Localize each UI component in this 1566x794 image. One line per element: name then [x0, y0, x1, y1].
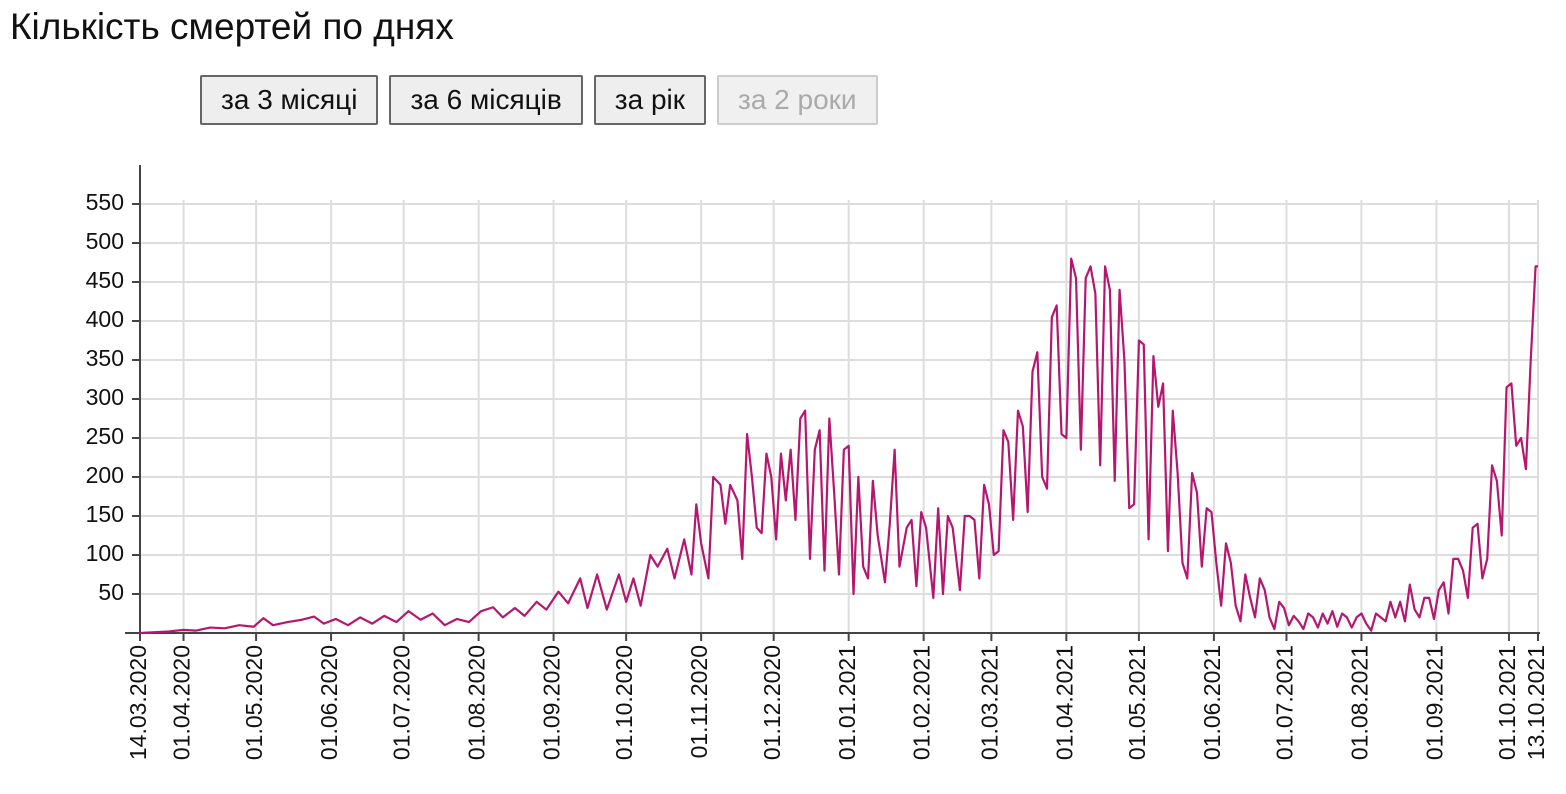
x-tick-label: 01.02.2021	[909, 645, 935, 760]
x-tick-label: 01.04.2020	[169, 645, 195, 760]
x-tick-label: 01.07.2021	[1272, 645, 1298, 760]
y-tick-label: 100	[86, 540, 124, 566]
x-tick-label: 01.11.2020	[686, 645, 712, 758]
x-tick-label: 13.10.2021	[1523, 645, 1549, 760]
y-tick-label: 200	[86, 462, 124, 488]
range-button[interactable]: за 6 місяців	[389, 75, 583, 125]
range-button[interactable]: за рік	[593, 75, 706, 125]
x-tick-label: 01.04.2021	[1051, 645, 1077, 760]
x-tick-label: 01.12.2020	[759, 645, 785, 760]
y-tick-label: 300	[86, 384, 124, 410]
y-tick-label: 450	[86, 267, 124, 293]
x-tick-label: 01.06.2020	[316, 645, 342, 760]
data-line	[139, 257, 1538, 635]
x-tick-label: 01.10.2020	[611, 645, 637, 760]
x-tick-label: 01.05.2020	[241, 645, 267, 760]
x-tick-label: 01.10.2021	[1494, 645, 1520, 760]
y-tick-label: 50	[98, 579, 124, 605]
x-tick-label: 01.05.2021	[1124, 645, 1150, 760]
x-tick-label: 01.01.2021	[834, 645, 860, 760]
page-title: Кількість смертей по днях	[10, 6, 454, 47]
y-tick-label: 550	[86, 189, 124, 215]
range-button[interactable]: за 3 місяці	[200, 75, 379, 125]
x-tick-label: 14.03.2020	[125, 645, 151, 760]
y-tick-label: 250	[86, 423, 124, 449]
x-tick-label: 01.07.2020	[389, 645, 415, 760]
x-tick-label: 01.06.2021	[1199, 645, 1225, 760]
x-tick-label: 01.08.2021	[1347, 645, 1373, 760]
y-tick-label: 500	[86, 228, 124, 254]
y-tick-label: 350	[86, 345, 124, 371]
range-buttons: за 3 місяці за 6 місяців за рік за 2 роки	[200, 75, 878, 125]
y-tick-label: 150	[86, 501, 124, 527]
range-button: за 2 роки	[716, 75, 878, 125]
y-tick-label: 400	[86, 306, 124, 332]
x-tick-label: 01.03.2021	[976, 645, 1002, 760]
x-tick-label: 01.08.2020	[464, 645, 490, 760]
x-tick-label: 01.09.2021	[1421, 645, 1447, 760]
x-tick-label: 01.09.2020	[539, 645, 565, 760]
